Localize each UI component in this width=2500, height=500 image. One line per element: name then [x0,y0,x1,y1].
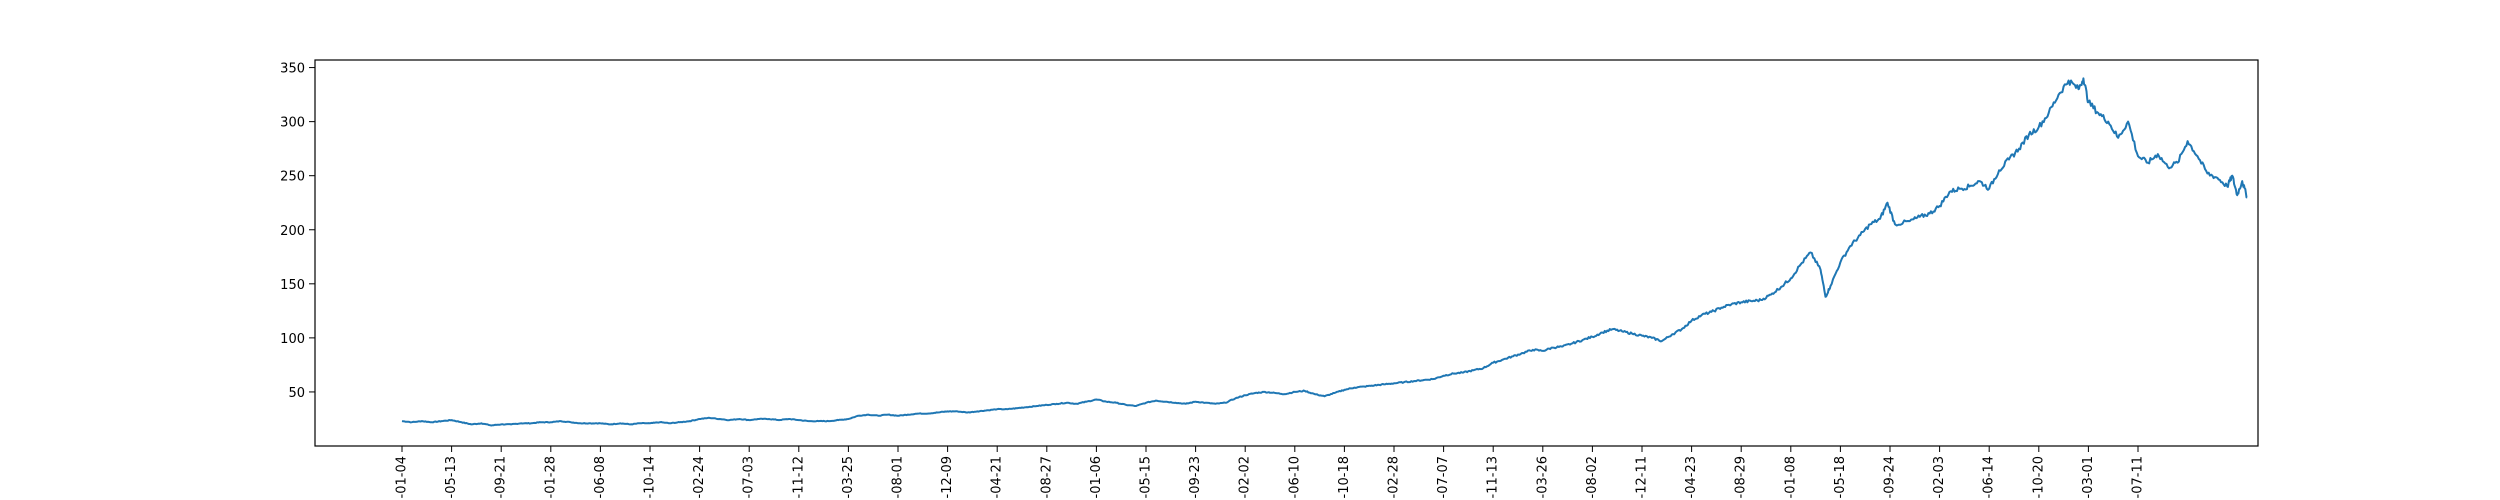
x-tick-label: -03-26 [1535,456,1550,498]
x-tick-label: -10-18 [1337,456,1352,498]
x-tick-label: -02-24 [692,456,707,498]
x-tick-label: -06-08 [593,456,608,498]
x-tick-label: -05-18 [1833,456,1848,498]
x-tick-label: -06-10 [1287,456,1302,498]
y-axis: 50 100 150 200 250 300 350 [280,62,315,401]
x-tick-label: -09-23 [1188,456,1203,498]
x-tick-label: -08-29 [1734,456,1749,498]
x-tick-label: -10-14 [643,456,658,498]
x-tick-label: -12-09 [940,456,955,498]
x-tick-label: -01-04 [395,456,410,498]
y-tick-label: 300 [280,116,305,131]
x-tick-label: -03-01 [2081,456,2096,498]
x-tick-label: -05-13 [444,456,459,498]
x-tick-label: -01-06 [1089,456,1104,498]
x-tick-label: -08-27 [1039,456,1054,498]
x-tick-label: -05-15 [1139,456,1154,498]
series-line [401,77,2248,427]
x-tick-label: -08-01 [891,456,906,498]
x-tick-label: -04-23 [1684,456,1699,498]
x-tick-label: -02-03 [1932,456,1947,498]
x-tick-label: -09-24 [1883,456,1898,498]
x-tick-label: -09-21 [494,456,509,498]
x-tick-label: -07-03 [742,456,757,498]
x-tick-label: -11-12 [791,456,806,498]
y-tick-label: 350 [280,62,305,77]
y-tick-label: 100 [280,332,305,347]
x-tick-label: -01-28 [543,456,558,498]
y-tick-label: 150 [280,278,305,293]
x-tick-label: -04-21 [990,456,1005,498]
y-tick-label: 250 [280,170,305,185]
x-tick-label: -02-02 [1238,456,1253,498]
x-axis: -01-04 -05-13 -09-21 -01-28 -06-08 -10-14 -02-… [395,446,2146,498]
x-tick-label: -03-25 [841,456,856,498]
y-tick-label: 50 [288,386,305,401]
x-tick-label: -11-13 [1486,456,1501,498]
plot-area-frame [314,59,2259,447]
x-tick-label: -01-08 [1783,456,1798,498]
x-tick-label: -07-07 [1436,456,1451,498]
x-tick-label: -06-14 [1982,456,1997,498]
y-tick-label: 200 [280,224,305,239]
x-tick-label: -07-11 [2131,456,2146,498]
x-tick-label: -08-02 [1585,456,1600,498]
x-tick-label: -10-20 [2031,456,2046,498]
x-tick-label: -02-28 [1387,456,1402,498]
x-tick-label: -12-11 [1635,456,1650,498]
